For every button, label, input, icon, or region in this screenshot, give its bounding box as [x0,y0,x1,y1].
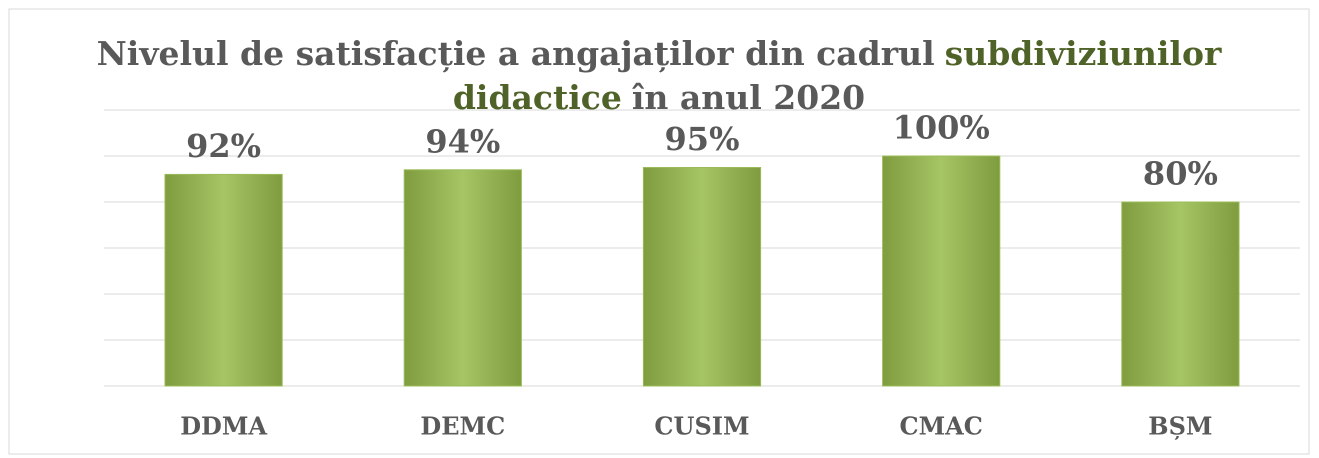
title-segment: în anul 2020 [632,78,865,117]
x-tick-label: DDMA [180,412,267,441]
x-tick-label: CUSIM [654,412,749,441]
bar [642,167,762,387]
value-label: 92% [186,127,261,165]
x-tick-label: CMAC [900,412,983,441]
value-label: 100% [893,109,990,147]
value-label: 80% [1143,155,1218,193]
x-tick-label: DEMC [420,412,505,441]
bar [1121,201,1240,387]
title-segment: didactice [453,78,622,117]
bar [882,155,1001,387]
title-segment: subdiviziunilor [945,34,1222,73]
value-label: 94% [425,122,500,160]
title-line: Nivelul de satisfacție a angajaților din… [97,34,1222,73]
bar [403,169,522,387]
x-tick-label: BȘM [1148,412,1212,441]
value-label: 95% [665,120,740,158]
bar [164,173,283,387]
title-line: didactice în anul 2020 [453,78,865,117]
title-segment: Nivelul de satisfacție a angajaților din… [97,34,935,73]
